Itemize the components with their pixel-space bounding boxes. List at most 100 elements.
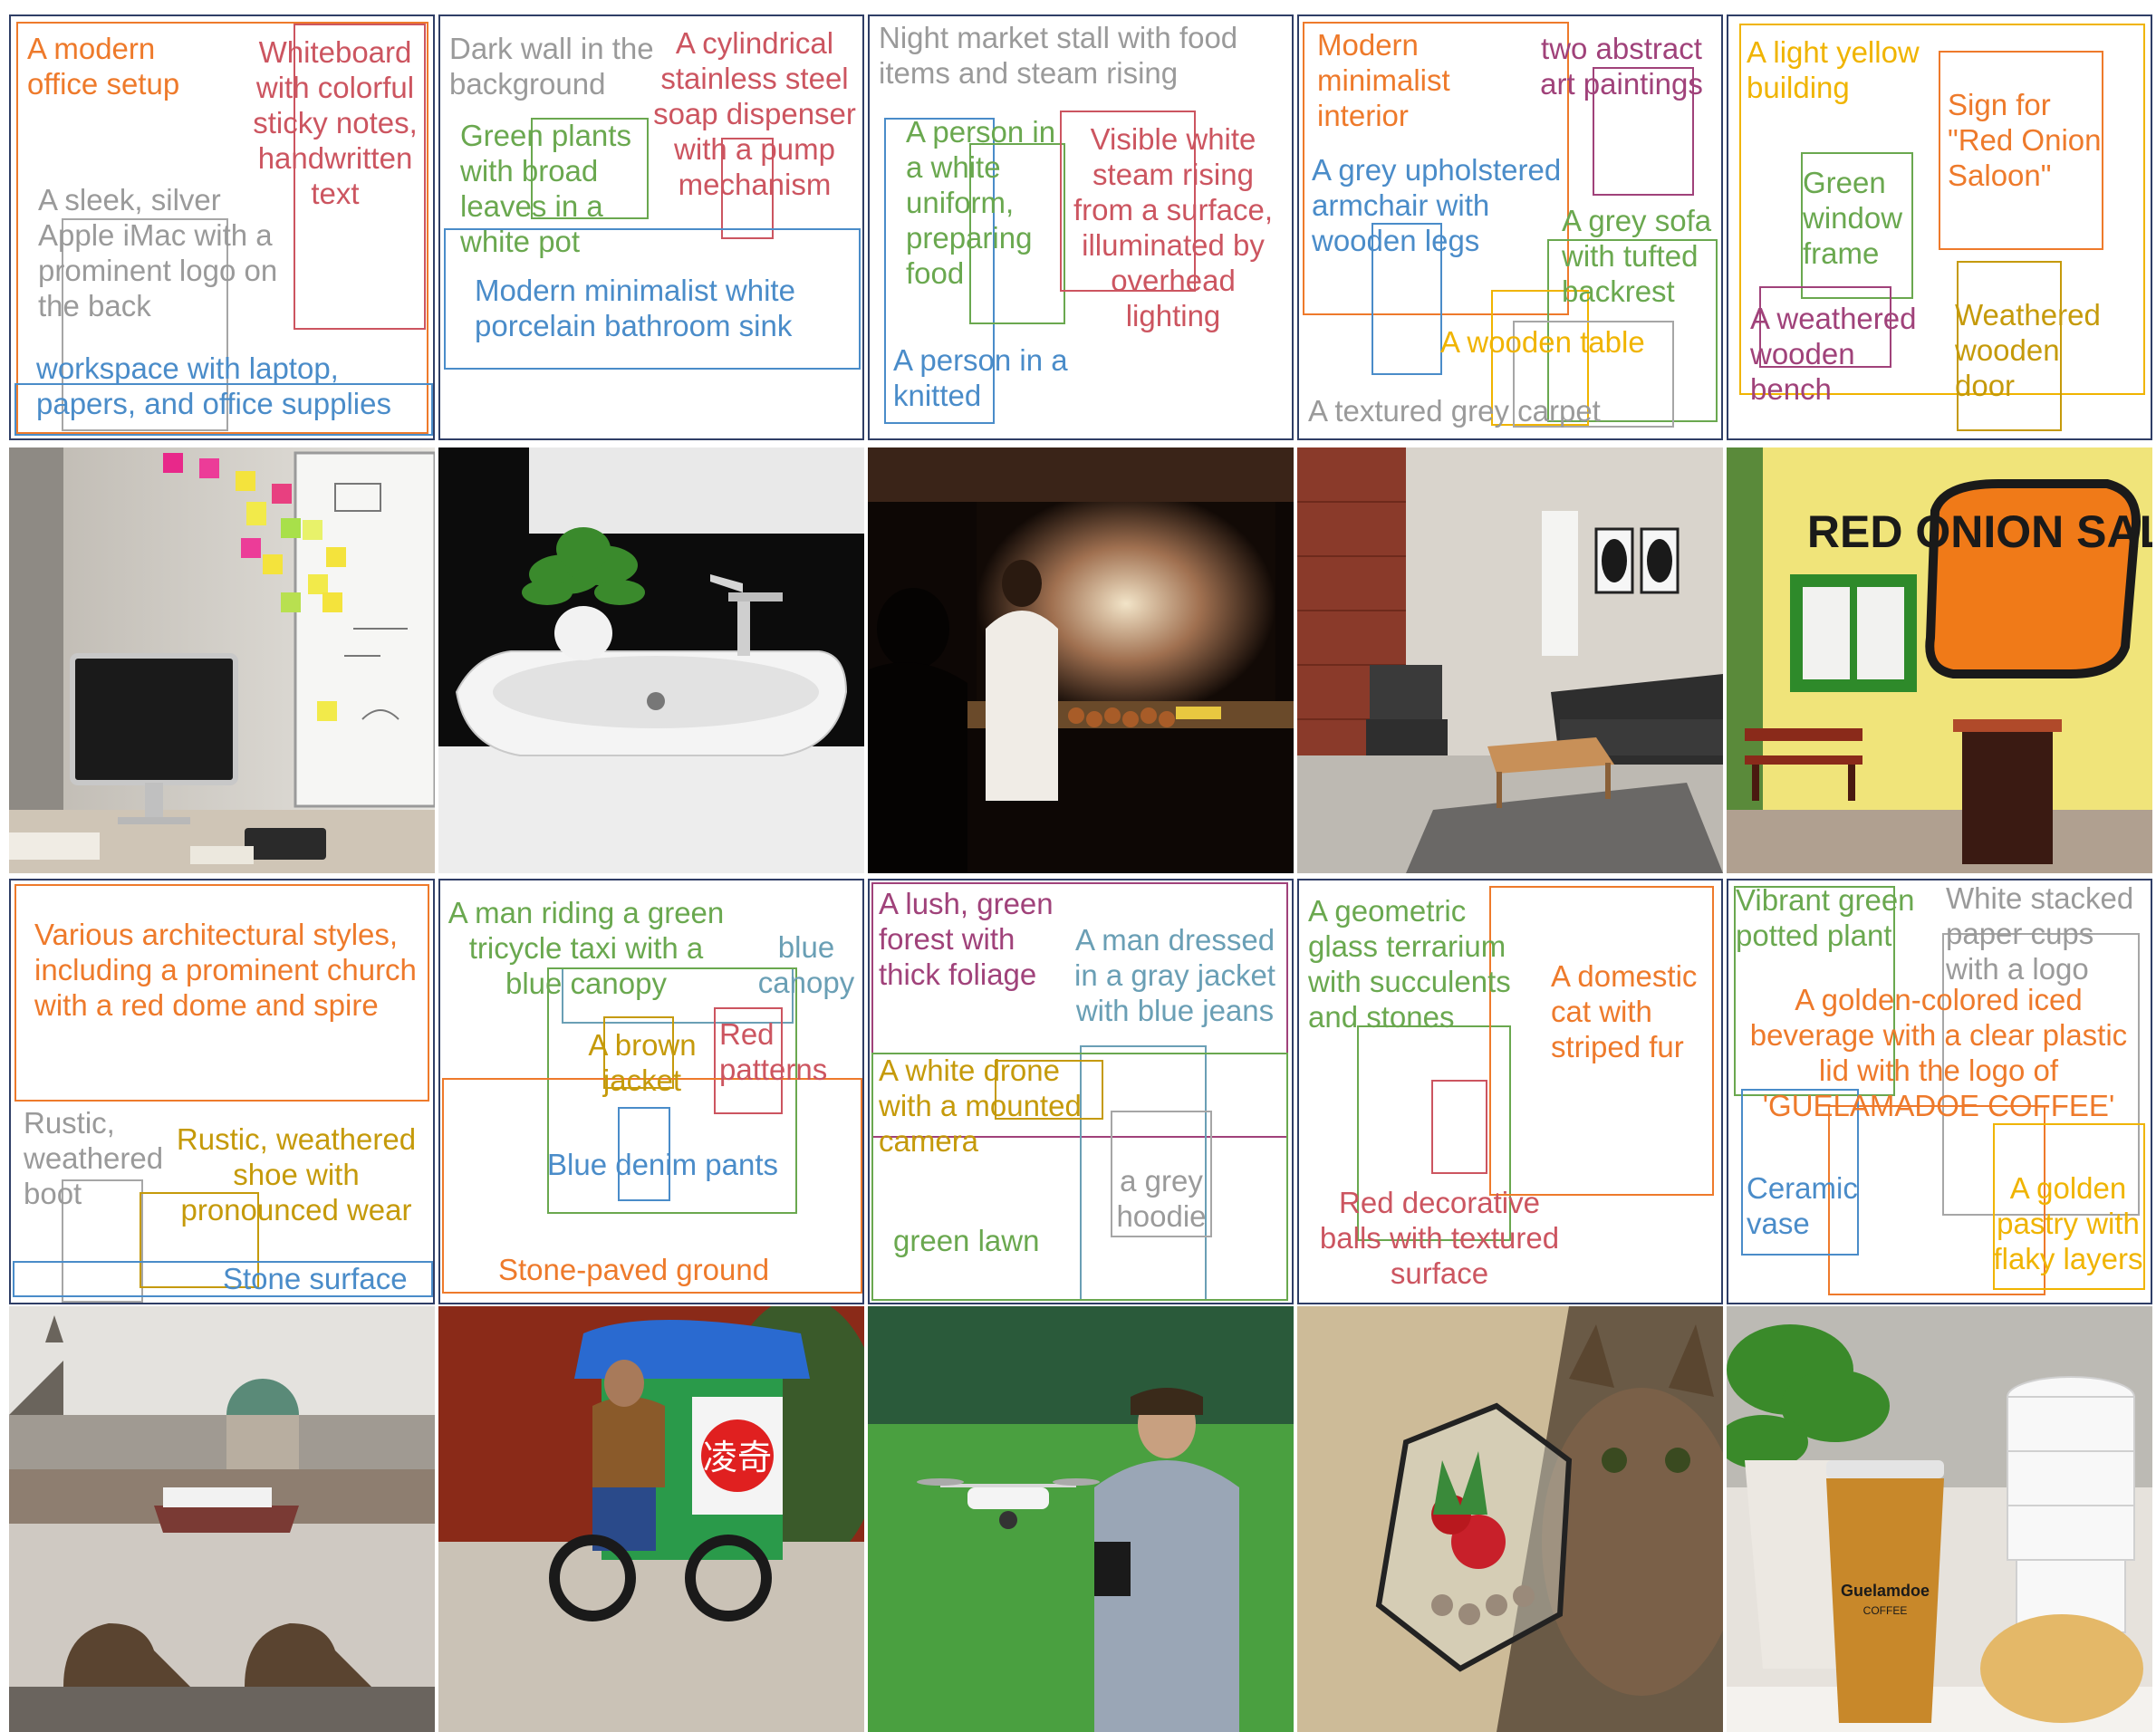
bbox-label: workspace with laptop, papers, and offic…: [36, 351, 391, 420]
bbox: [1734, 886, 1895, 1096]
bbox-label: Night market stall with food items and s…: [879, 21, 1238, 90]
bbox-label: A weathered wooden bench: [1750, 302, 1917, 406]
bbox-label: Rustic, weathered boot: [24, 1106, 164, 1210]
bbox-label: A golden-colored iced beverage with a cl…: [1749, 983, 2128, 1122]
generated-image-living-room: [1297, 447, 1723, 873]
layout-panel: Night market stall with food items and s…: [868, 14, 1294, 440]
bbox: [1303, 22, 1569, 315]
layout-panel: A lush, green forest with thick foliage …: [868, 879, 1294, 1304]
layout-panel: A man riding a green tricycle taxi with …: [438, 879, 864, 1304]
bbox: [62, 1179, 143, 1303]
generated-image-office: [9, 447, 435, 873]
bbox: [871, 1053, 1288, 1301]
generated-image-tricycle: 凌奇: [438, 1306, 864, 1732]
cup-logo-text: Guelamdoe: [1841, 1582, 1930, 1600]
bbox-label: Green window frame: [1803, 166, 1903, 270]
bbox: [969, 143, 1065, 324]
bbox: [16, 22, 428, 434]
bbox: [14, 884, 429, 1102]
bbox: [442, 1078, 862, 1294]
bbox-label: Red patterns: [719, 1017, 828, 1086]
bbox: [603, 1016, 674, 1089]
bbox: [1372, 223, 1442, 375]
bbox: [140, 1192, 259, 1288]
bbox: [14, 383, 433, 436]
bbox: [444, 228, 861, 370]
bbox-label: A modern office setup: [27, 32, 180, 101]
bbox-label: Stone surface: [223, 1262, 408, 1295]
bbox-label: A sleek, silver Apple iMac with a promin…: [38, 183, 278, 322]
bbox-label: Whiteboard with colorful sticky notes, h…: [253, 35, 418, 210]
generated-image-drone: [868, 1306, 1294, 1732]
bbox-label: A man dressed in a gray jacket with blue…: [1074, 923, 1275, 1027]
bbox-label: Rustic, weathered shoe with pronounced w…: [176, 1122, 417, 1227]
generated-image-saloon: RED ONION SALOIN: [1727, 447, 2152, 873]
bbox: [547, 967, 797, 1214]
bbox-label: A brown jacket: [588, 1028, 697, 1097]
bbox-label: A grey sofa with tufted backrest: [1562, 204, 1712, 308]
bbox-label: A geometric glass terrarium with succule…: [1308, 894, 1511, 1034]
bbox: [1060, 111, 1196, 292]
bbox-label: A wooden table: [1440, 325, 1645, 359]
bbox: [1942, 933, 2140, 1216]
bbox: [884, 118, 995, 424]
bbox-label: White stacked paper cups with a logo: [1946, 881, 2134, 986]
bbox-label: Modern minimalist interior: [1317, 28, 1450, 132]
bbox-label: A domestic cat with striped fur: [1551, 959, 1698, 1063]
layout-panel: Vibrant green potted plant White stacked…: [1727, 879, 2152, 1304]
tricycle-sign-text: 凌奇: [703, 1438, 772, 1477]
bbox-label: a grey hoodie: [1116, 1164, 1207, 1233]
bbox: [62, 218, 228, 431]
bbox: [1489, 886, 1714, 1196]
bbox-label: A textured grey carpet: [1308, 394, 1601, 428]
cup-logo-subtext: COFFEE: [1863, 1604, 1908, 1617]
layout-panel: Modern minimalist interior two abstract …: [1297, 14, 1723, 440]
bbox: [1431, 1080, 1487, 1174]
bbox-label: Modern minimalist white porcelain bathro…: [475, 274, 795, 342]
layout-panel: A geometric glass terrarium with succule…: [1297, 879, 1723, 1304]
bbox-label: Green plants with broad leaves in a whit…: [460, 119, 631, 258]
bbox: [1111, 1111, 1212, 1237]
bbox-label: A person in a white uniform, preparing f…: [906, 115, 1056, 290]
bbox-label: Vibrant green potted plant: [1736, 883, 1915, 952]
bbox: [1739, 24, 2145, 395]
bbox-label: A grey upholstered armchair with wooden …: [1312, 153, 1562, 257]
bbox-label: Blue denim pants: [547, 1148, 778, 1181]
bbox: [995, 1060, 1103, 1120]
layout-panel: A light yellow building Sign for "Red On…: [1727, 14, 2152, 440]
layout-panel: Dark wall in the background A cylindrica…: [438, 14, 864, 440]
bbox: [1957, 261, 2062, 431]
generated-image-coffee: Guelamdoe COFFEE: [1727, 1306, 2152, 1732]
bbox: [714, 1007, 783, 1114]
bbox-label: Sign for "Red Onion Saloon": [1948, 88, 2102, 192]
saloon-sign-text: RED ONION SALOIN: [1807, 506, 2152, 557]
bbox: [13, 1261, 433, 1297]
bbox-label: A white drone with a mounted camera: [879, 1054, 1082, 1158]
bbox-label: green lawn: [893, 1224, 1040, 1257]
bbox-label: A golden pastry with flaky layers: [1993, 1171, 2143, 1275]
bbox-label: Stone-paved ground: [498, 1253, 770, 1286]
bbox: [1357, 1025, 1511, 1241]
bbox: [294, 24, 426, 330]
bbox: [1939, 51, 2103, 250]
generated-image-night-market: [868, 447, 1294, 873]
generated-image-bathroom: [438, 447, 864, 873]
bbox-label: A light yellow building: [1747, 35, 1920, 104]
bbox-label: A man riding a green tricycle taxi with …: [448, 896, 725, 1000]
bbox-label: Various architectural styles, including …: [34, 918, 417, 1022]
bbox: [1741, 1089, 1859, 1256]
bbox: [721, 138, 774, 239]
bbox-label: A cylindrical stainless steel soap dispe…: [653, 26, 856, 201]
bbox: [1547, 239, 1718, 422]
bbox-label: Weathered wooden door: [1955, 298, 2101, 402]
bbox: [1759, 286, 1891, 368]
bbox-label: Red decorative balls with textured surfa…: [1319, 1186, 1560, 1290]
bbox: [1593, 67, 1694, 196]
generated-image-cat-terrarium: [1297, 1306, 1723, 1732]
generated-image-city-boots: [9, 1306, 435, 1732]
bbox-label: two abstract art paintings: [1540, 32, 1703, 101]
bbox-label: Visible white steam rising from a surfac…: [1073, 122, 1274, 332]
layout-panel: A modern office setup Whiteboard with co…: [9, 14, 435, 440]
bbox-label: Ceramic vase: [1747, 1171, 1858, 1240]
bbox: [531, 118, 649, 219]
